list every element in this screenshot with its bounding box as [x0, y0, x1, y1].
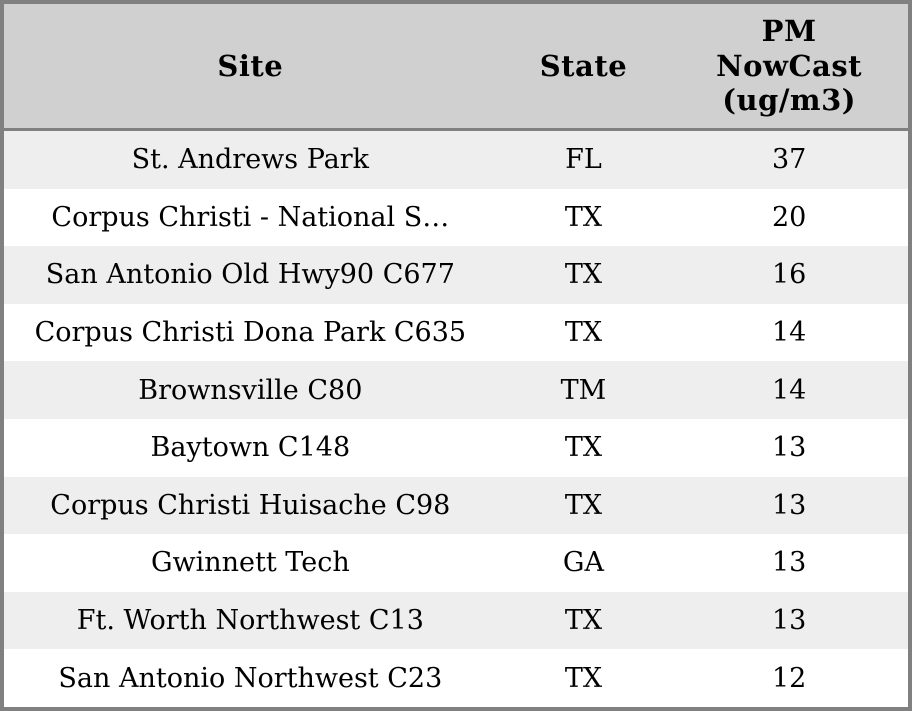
- observations-table: Site State PM NowCast (ug/m3) St. Andrew…: [4, 4, 908, 707]
- table-row: San Antonio Northwest C23 TX 12: [4, 649, 908, 707]
- site-cell: St. Andrews Park: [4, 129, 497, 189]
- table-row: St. Andrews Park FL 37: [4, 129, 908, 189]
- state-cell: TX: [496, 476, 671, 535]
- table-row: Baytown C148 TX 13: [4, 418, 908, 477]
- pm-nowcast-cell: 13: [670, 591, 908, 650]
- state-cell: GA: [496, 534, 671, 592]
- state-cell: TX: [496, 246, 671, 304]
- state-cell: TX: [496, 188, 671, 247]
- pm-nowcast-cell: 20: [670, 188, 908, 247]
- state-cell: TM: [496, 361, 671, 419]
- site-cell: Corpus Christi - National S…: [4, 188, 497, 247]
- table-row: Ft. Worth Northwest C13 TX 13: [4, 591, 908, 650]
- column-header-state[interactable]: State: [496, 4, 671, 131]
- table-row: Corpus Christi Dona Park C635 TX 14: [4, 303, 908, 362]
- state-cell: TX: [496, 591, 671, 650]
- table-row: Corpus Christi - National S… TX 20: [4, 188, 908, 247]
- state-cell: TX: [496, 303, 671, 362]
- site-cell: San Antonio Northwest C23: [4, 649, 497, 707]
- pm-nowcast-cell: 14: [670, 303, 908, 362]
- state-cell: TX: [496, 649, 671, 707]
- table-row: Gwinnett Tech GA 13: [4, 534, 908, 592]
- site-cell: Corpus Christi Huisache C98: [4, 476, 497, 535]
- site-cell: Ft. Worth Northwest C13: [4, 591, 497, 650]
- pm-header-line-3: (ug/m3): [722, 83, 856, 118]
- site-cell: San Antonio Old Hwy90 C677: [4, 246, 497, 304]
- pm-nowcast-cell: 13: [670, 534, 908, 592]
- header-row: Site State PM NowCast (ug/m3): [4, 4, 908, 131]
- table-row: Brownsville C80 TM 14: [4, 361, 908, 419]
- table-header: Site State PM NowCast (ug/m3): [4, 4, 908, 131]
- table-row: San Antonio Old Hwy90 C677 TX 16: [4, 246, 908, 304]
- pm-header-line-1: PM: [761, 13, 817, 48]
- pm-nowcast-cell: 37: [670, 129, 908, 189]
- state-cell: TX: [496, 418, 671, 477]
- pm-nowcast-cell: 12: [670, 649, 908, 707]
- site-cell: Baytown C148: [4, 418, 497, 477]
- pm-nowcast-cell: 14: [670, 361, 908, 419]
- column-header-site[interactable]: Site: [4, 4, 497, 131]
- pm-nowcast-cell: 13: [670, 476, 908, 535]
- site-cell: Brownsville C80: [4, 361, 497, 419]
- site-cell: Gwinnett Tech: [4, 534, 497, 592]
- table-row: Corpus Christi Huisache C98 TX 13: [4, 476, 908, 535]
- state-cell: FL: [496, 129, 671, 189]
- table-body: St. Andrews Park FL 37 Corpus Christi - …: [4, 129, 908, 707]
- site-cell: Corpus Christi Dona Park C635: [4, 303, 497, 362]
- column-header-pm-nowcast[interactable]: PM NowCast (ug/m3): [670, 4, 908, 131]
- pm-nowcast-cell: 13: [670, 418, 908, 477]
- pm-nowcast-cell: 16: [670, 246, 908, 304]
- pm-header-line-2: NowCast: [716, 48, 863, 83]
